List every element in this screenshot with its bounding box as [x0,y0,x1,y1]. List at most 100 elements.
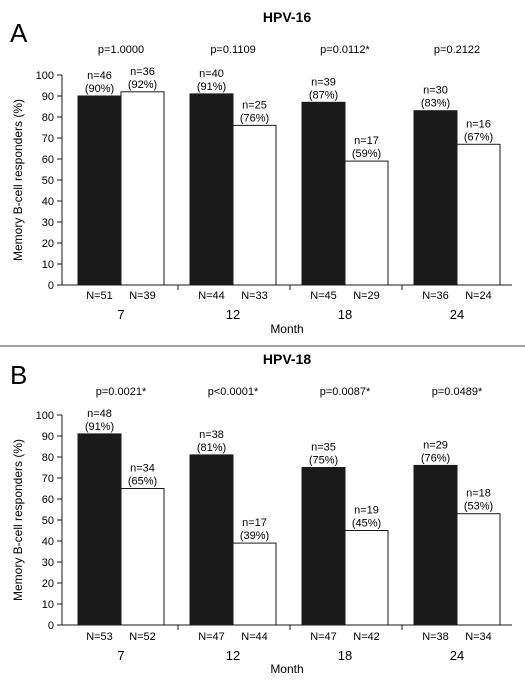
panel-b-y-tick-label: 60 [42,494,54,506]
panel-a-y-tick-label: 100 [36,70,54,82]
panel-a-y-tick-label: 10 [42,259,54,271]
panel-b-x-tick-label: 12 [226,648,240,663]
panel-a-x-tick-label: 24 [450,307,464,322]
panel-b-x-tick-label: 7 [117,648,124,663]
panel-a-pct-label: (59%) [352,148,381,160]
panel-b-bar-dark [77,433,122,626]
panel-a-n-label: n=40 [199,68,224,80]
panel-b-bar-light [456,513,501,626]
panel-a-y-tick-label: 30 [42,217,54,229]
panel-b-N-label: N=53 [86,631,113,643]
panel-b-pct-label: (76%) [421,452,450,464]
panel-a-n-label: n=39 [311,76,336,88]
panel-b-p-value: p=0.0021* [96,386,147,398]
panel-b-p-value: p<0.0001* [208,386,259,398]
panel-b-bar-light [232,542,277,626]
panel-a-bar-light [120,91,165,286]
panel-a-n-label: n=30 [423,85,448,97]
panel-a-pct-label: (90%) [85,83,114,95]
panel-a-bar-light [344,160,389,286]
panel-b-y-tick-label: 90 [42,431,54,443]
panel-a-N-label: N=33 [241,290,268,302]
panel-b-N-label: N=47 [310,631,337,643]
panel-b-y-tick-label: 80 [42,452,54,464]
panel-b-y-tick-label: 100 [36,410,54,422]
panel-b-N-label: N=44 [241,631,268,643]
panel-a-N-label: N=36 [422,290,449,302]
panel-a-N-label: N=24 [465,290,492,302]
panel-a-n-label: n=36 [130,66,155,78]
panel-a-y-tick-label: 60 [42,154,54,166]
panel-a-N-label: N=39 [129,290,156,302]
panel-a-N-label: N=51 [86,290,113,302]
panel-a-y-tick-label: 80 [42,112,54,124]
panel-a-letter: A [10,18,28,48]
panel-b-bar-light [120,488,165,626]
panel-a-p-value: p=0.1109 [210,44,255,56]
panel-b-N-label: N=38 [422,631,449,643]
panel-b-y-axis-title: Memory B-cell responders (%) [11,439,25,601]
panel-b-pct-label: (39%) [240,530,269,542]
panel-b-n-label: n=29 [423,439,448,451]
panel-a-y-tick-label: 50 [42,175,54,187]
panel-a-n-label: n=25 [242,99,267,111]
panel-b-p-value: p=0.0087* [320,386,371,398]
panel-a-y-axis-title: Memory B-cell responders (%) [11,99,25,261]
panel-a-p-value: p=1.0000 [98,44,144,56]
panel-a-N-label: N=29 [353,290,380,302]
panel-b-x-tick-label: 18 [338,648,352,663]
panel-a-y-tick-label: 90 [42,91,54,103]
panel-a-bar-dark [413,110,458,286]
panel-a-bar-light [456,143,501,286]
panel-b-pct-label: (81%) [197,442,226,454]
panel-a-y-tick-label: 70 [42,133,54,145]
panel-b-y-tick-label: 20 [42,578,54,590]
panel-a-y-tick-label: 20 [42,238,54,250]
panel-b-pct-label: (91%) [85,421,114,433]
panel-a-bar-dark [189,93,234,286]
panel-a-pct-label: (67%) [464,131,493,143]
panel-a-y-tick-label: 40 [42,196,54,208]
panel-a-n-label: n=17 [354,135,379,147]
panel-b-n-label: n=34 [130,463,155,475]
panel-a-pct-label: (83%) [421,98,450,110]
panel-a-bar-light [232,124,277,286]
panel-b-x-axis-title: Month [270,662,303,676]
panel-b-n-label: n=19 [354,505,379,517]
panel-a-bar-dark [77,95,122,286]
panel-b-n-label: n=18 [466,488,491,500]
panel-b-n-label: n=38 [199,429,224,441]
panel-b-bar-dark [413,464,458,626]
panel-a-x-tick-label: 7 [117,307,124,322]
panel-a-x-axis-title: Month [270,322,303,336]
panel-a-pct-label: (92%) [128,79,157,91]
panel-b-pct-label: (75%) [309,455,338,467]
panel-b-bar-dark [301,467,346,626]
panel-a-x-tick-label: 18 [338,307,352,322]
panel-b-y-tick-label: 40 [42,536,54,548]
panel-b-n-label: n=17 [242,517,267,529]
panel-a-N-label: N=45 [310,290,337,302]
panel-b-n-label: n=48 [87,408,112,420]
panel-a-p-value: p=0.2122 [434,44,480,56]
panel-b-pct-label: (53%) [464,501,493,513]
panel-b-p-value: p=0.0489* [432,386,483,398]
panel-b-N-label: N=42 [353,631,380,643]
panel-b-pct-label: (45%) [352,518,381,530]
panel-b-y-tick-label: 70 [42,473,54,485]
panel-b-N-label: N=34 [465,631,492,643]
panel-a-n-label: n=46 [87,70,112,82]
panel-b-N-label: N=52 [129,631,156,643]
panel-b-bar-light [344,530,389,626]
panel-b-x-tick-label: 24 [450,648,464,663]
panel-a-p-value: p=0.0112* [320,44,370,56]
panel-a-pct-label: (87%) [309,89,338,101]
panel-a-N-label: N=44 [198,290,225,302]
panel-b-y-tick-label: 50 [42,515,54,527]
panel-b-pct-label: (65%) [128,476,157,488]
panel-a-y-tick-label: 0 [48,280,54,292]
panel-b-letter: B [10,360,27,390]
panel-b-title: HPV-18 [263,351,311,367]
panel-a-title: HPV-16 [263,9,311,25]
panel-b-y-tick-label: 30 [42,557,54,569]
